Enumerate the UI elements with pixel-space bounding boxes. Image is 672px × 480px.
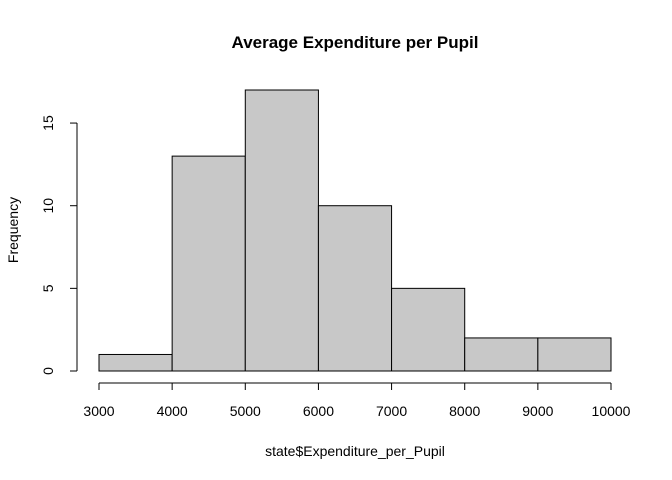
- chart-title: Average Expenditure per Pupil: [232, 33, 479, 52]
- x-tick-label: 5000: [230, 403, 261, 419]
- histogram-bar-6: [464, 337, 539, 372]
- x-tick-label: 7000: [376, 403, 407, 419]
- y-axis-title: Frequency: [5, 197, 21, 263]
- x-tick-label: 10000: [592, 403, 631, 419]
- y-tick-label: 15: [40, 115, 56, 131]
- x-tick-label: 6000: [303, 403, 334, 419]
- y-tick-label: 0: [40, 367, 56, 375]
- y-axis: 0 5 10 15: [40, 115, 78, 375]
- y-tick-label: 5: [40, 284, 56, 292]
- histogram-bar-3: [244, 89, 319, 372]
- histogram-bar-7: [537, 337, 612, 372]
- x-tick-label: 8000: [449, 403, 480, 419]
- histogram-bar-5: [391, 287, 466, 372]
- x-axis: 3000 4000 5000 6000 7000 8000 9000 10000: [83, 382, 631, 419]
- x-tick-label: 9000: [522, 403, 553, 419]
- x-tick-label: 4000: [157, 403, 188, 419]
- histogram-bar-1: [98, 353, 173, 372]
- histogram-bar-4: [317, 205, 393, 372]
- bars-group: [98, 89, 612, 372]
- histogram-bar-2: [171, 155, 246, 372]
- x-tick-label: 3000: [83, 403, 114, 419]
- x-axis-title: state$Expenditure_per_Pupil: [265, 443, 445, 459]
- y-tick-label: 10: [40, 198, 56, 214]
